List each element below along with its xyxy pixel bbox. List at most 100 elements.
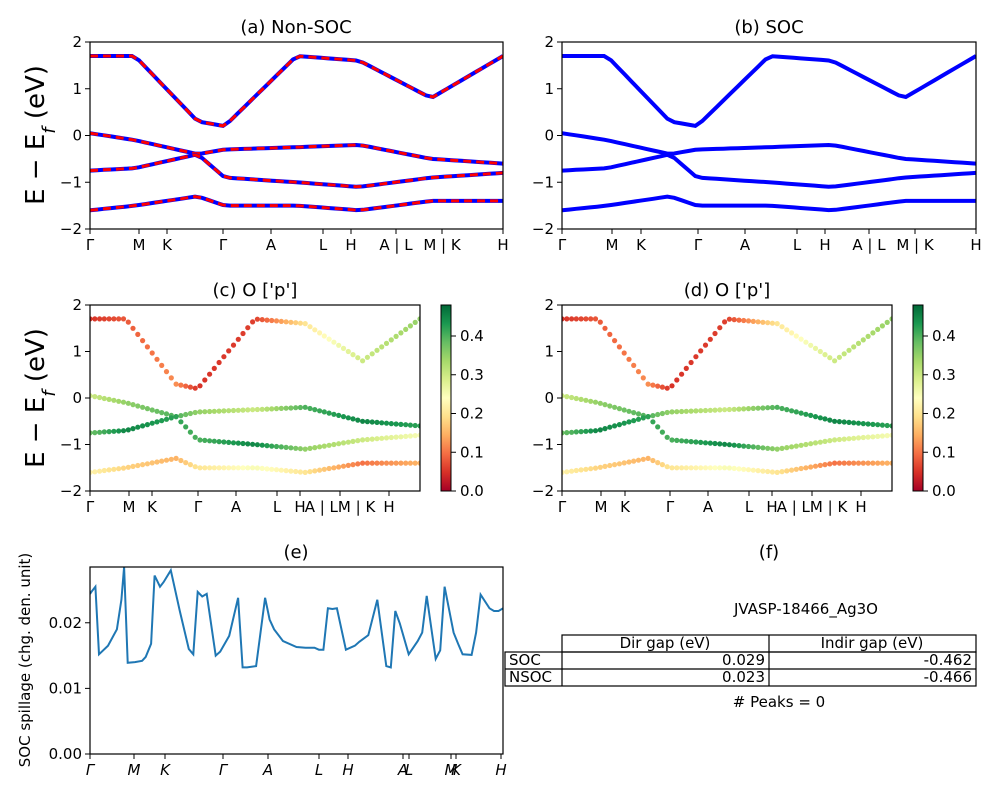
band-point bbox=[674, 465, 680, 471]
band-point bbox=[726, 316, 733, 322]
band-point bbox=[693, 465, 699, 471]
band-point bbox=[616, 422, 623, 428]
band-point bbox=[879, 460, 886, 466]
band-point bbox=[393, 333, 399, 339]
band-point bbox=[235, 407, 241, 413]
band-point bbox=[383, 420, 390, 426]
band-point bbox=[130, 402, 136, 408]
band-point bbox=[698, 348, 704, 354]
band-point bbox=[836, 460, 843, 466]
band-point bbox=[412, 433, 418, 439]
band-point bbox=[369, 436, 375, 442]
band-point bbox=[173, 455, 179, 461]
xtick-label: Γ bbox=[194, 498, 203, 516]
band-point bbox=[116, 398, 122, 404]
band-point bbox=[245, 325, 251, 331]
ytick-label: 2 bbox=[544, 33, 554, 51]
band-point bbox=[822, 352, 828, 358]
band-point bbox=[793, 443, 799, 449]
band-point bbox=[616, 461, 623, 467]
band-point bbox=[855, 340, 862, 346]
band-point bbox=[569, 316, 575, 322]
panel-e-yticks: 0.02 0.01 0.00 bbox=[49, 614, 90, 763]
band-point bbox=[779, 405, 785, 412]
band-point bbox=[808, 441, 814, 447]
band-point bbox=[250, 319, 256, 325]
band-point bbox=[884, 433, 890, 439]
band-point bbox=[163, 457, 170, 463]
band-point bbox=[393, 434, 399, 440]
band-point bbox=[562, 393, 565, 399]
band-point bbox=[726, 406, 733, 413]
band-point bbox=[659, 429, 666, 435]
peaks-count: # Peaks = 0 bbox=[733, 693, 825, 711]
band-point bbox=[674, 377, 680, 383]
band-point bbox=[789, 408, 795, 414]
band-point bbox=[808, 342, 814, 348]
band-point bbox=[645, 414, 651, 420]
xtick-label: L bbox=[319, 236, 328, 254]
band-point bbox=[683, 438, 689, 444]
band-point bbox=[846, 347, 852, 353]
band-point bbox=[884, 460, 890, 466]
band-point bbox=[784, 445, 790, 451]
band-point bbox=[235, 465, 241, 471]
band-point bbox=[655, 411, 661, 418]
xtick-label: H bbox=[294, 498, 305, 516]
band-point bbox=[650, 457, 656, 464]
band-point bbox=[760, 468, 766, 474]
band-point bbox=[240, 440, 246, 447]
band-point bbox=[240, 330, 246, 337]
band-line-dashed bbox=[90, 153, 503, 189]
band-point bbox=[659, 410, 666, 417]
band-point bbox=[173, 381, 179, 387]
band-point bbox=[317, 444, 323, 450]
panel-b-yticks: 2 1 0 −1 −2 bbox=[532, 33, 562, 238]
band-point bbox=[417, 423, 420, 429]
band-point bbox=[640, 415, 646, 421]
band-point bbox=[97, 429, 103, 435]
band-point bbox=[297, 446, 303, 452]
band-point bbox=[583, 397, 589, 403]
band-point bbox=[340, 440, 347, 446]
ytick-label: −2 bbox=[60, 220, 82, 238]
band-point bbox=[745, 467, 752, 473]
band-point bbox=[259, 442, 265, 448]
band-point bbox=[398, 330, 404, 336]
band-point bbox=[702, 465, 709, 471]
band-point bbox=[331, 411, 337, 417]
band-point bbox=[592, 399, 599, 405]
band-point bbox=[817, 439, 823, 445]
band-point bbox=[889, 432, 892, 438]
band-point bbox=[707, 440, 713, 446]
band-point bbox=[250, 441, 256, 447]
band-point bbox=[597, 400, 603, 406]
band-point bbox=[149, 420, 155, 426]
band-point bbox=[702, 440, 709, 446]
band-point bbox=[562, 316, 565, 322]
band-point bbox=[741, 406, 747, 412]
band-point bbox=[97, 468, 103, 474]
band-point bbox=[393, 421, 399, 427]
band-point bbox=[135, 403, 141, 409]
band-point bbox=[92, 469, 98, 475]
band-point bbox=[302, 469, 308, 475]
band-point bbox=[216, 408, 222, 414]
xtick-label: M bbox=[595, 498, 608, 516]
band-point bbox=[211, 365, 217, 371]
band-point bbox=[364, 460, 370, 466]
band-point bbox=[350, 352, 356, 358]
xtick-label: A bbox=[703, 498, 714, 516]
table-row-label: NSOC bbox=[509, 668, 552, 686]
band-point bbox=[855, 435, 862, 441]
band-point bbox=[774, 321, 780, 327]
band-point bbox=[111, 428, 117, 434]
band-point bbox=[383, 460, 390, 466]
band-point bbox=[631, 458, 637, 464]
ytick-label: −1 bbox=[60, 173, 82, 191]
panel-d-colorbar-ticks: 0.4 0.3 0.2 0.1 0.0 bbox=[923, 327, 956, 500]
ytick-label: −2 bbox=[60, 482, 82, 500]
ytick-label: 1 bbox=[544, 343, 554, 361]
band-point bbox=[135, 424, 141, 430]
